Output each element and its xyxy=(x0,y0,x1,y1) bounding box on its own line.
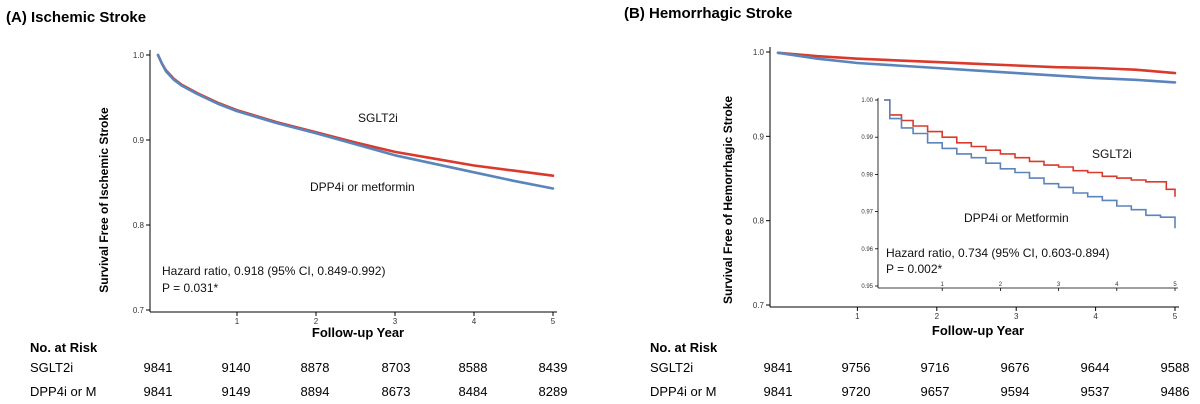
panel-a-y-axis-label: Survival Free of Ischemic Stroke xyxy=(97,107,111,293)
inset-series-label-sglt2i: SGLT2i xyxy=(1092,147,1132,161)
panel-b-risk-value: 9644 xyxy=(1081,360,1110,375)
panel-a-risk-value: 8289 xyxy=(539,384,568,399)
panel-b-risk-value: 9588 xyxy=(1161,360,1190,375)
inset-hazard-ratio: Hazard ratio, 0.734 (95% CI, 0.603-0.894… xyxy=(886,246,1109,260)
panel-b-risk-row-label: SGLT2i xyxy=(650,360,693,375)
panel-a-risk-value: 8894 xyxy=(301,384,330,399)
panel-b-title: (B) Hemorrhagic Stroke xyxy=(624,5,792,22)
panel-b-inset: 0.95 0.96 0.97 0.98 0.99 1.00 1 2 3 4 5 xyxy=(861,98,1178,291)
panel-a-risk-value: 8703 xyxy=(382,360,411,375)
panel-b-risk-value: 9537 xyxy=(1081,384,1110,399)
panel-a-risk-value: 8439 xyxy=(539,360,568,375)
panel-a-x-tick-label: 3 xyxy=(393,317,398,326)
panel-a-series-label-sglt2i: SGLT2i xyxy=(358,111,398,125)
panel-b-risk-row-label: DPP4i or M xyxy=(650,384,716,399)
panel-a-x-tick-label: 1 xyxy=(235,317,240,326)
panel-a-risk-row-label: DPP4i or M xyxy=(30,384,96,399)
inset-x-tick-label: 5 xyxy=(1173,282,1177,288)
panel-a-risk-value: 8484 xyxy=(459,384,488,399)
panel-a-risk-header: No. at Risk xyxy=(30,340,98,355)
panel-a-series-line-dpp4i xyxy=(156,53,555,190)
inset-series-line-sglt2i xyxy=(884,99,1176,197)
inset-y-tick-label: 1.00 xyxy=(861,98,873,104)
panel-a-y-tick-label: 1.0 xyxy=(133,51,145,60)
panel-b-hemorrhagic: (B) Hemorrhagic Stroke Survival Free of … xyxy=(624,5,1189,399)
panel-b-x-tick-label: 3 xyxy=(1014,312,1019,321)
panel-a-risk-value: 9841 xyxy=(144,384,173,399)
panel-b-y-axis-label: Survival Free of Hemorrhagic Stroke xyxy=(721,96,735,304)
inset-x-tick-label: 1 xyxy=(941,282,945,288)
panel-b-risk-value: 9756 xyxy=(842,360,871,375)
inset-series-line-dpp4i xyxy=(884,99,1176,229)
inset-y-tick-label: 0.99 xyxy=(861,135,873,141)
panel-b-risk-value: 9716 xyxy=(921,360,950,375)
panel-a-x-tick-label: 4 xyxy=(472,317,477,326)
panel-b-risk-value: 9841 xyxy=(764,360,793,375)
panel-b-series-line-sglt2i xyxy=(776,51,1177,75)
panel-b-series-line-dpp4i xyxy=(776,51,1177,84)
panel-a-title: (A) Ischemic Stroke xyxy=(6,9,146,26)
panel-b-y-tick-label: 1.0 xyxy=(753,48,765,57)
panel-a-x-tick-label: 5 xyxy=(551,317,556,326)
panel-b-risk-header: No. at Risk xyxy=(650,340,718,355)
inset-y-tick-label: 0.96 xyxy=(861,247,873,253)
panel-b-risk-value: 9676 xyxy=(1001,360,1030,375)
panel-a-y-tick-label: 0.9 xyxy=(133,136,145,145)
panel-a-risk-table: No. at Risk SGLT2i 9841 9140 8878 8703 8588 843… xyxy=(30,340,567,399)
panel-b-risk-value: 9841 xyxy=(764,384,793,399)
panel-b-risk-value: 9657 xyxy=(921,384,950,399)
panel-b-y-tick-label: 0.9 xyxy=(753,132,765,141)
panel-a-x-axis-label: Follow-up Year xyxy=(312,325,404,340)
panel-b-x-tick-label: 4 xyxy=(1093,312,1098,321)
panel-b-x-axis-label: Follow-up Year xyxy=(932,323,1024,338)
panel-a-y-tick-label: 0.8 xyxy=(133,221,145,230)
panel-b-risk-value: 9720 xyxy=(842,384,871,399)
panel-a-risk-value: 8673 xyxy=(382,384,411,399)
panel-a-y-tick-label: 0.7 xyxy=(133,306,145,315)
panel-b-x-tick-label: 5 xyxy=(1173,312,1178,321)
panel-b-risk-table: No. at Risk SGLT2i 9841 9756 9716 9676 9644 958… xyxy=(650,340,1189,399)
panel-a-series-label-dpp4i: DPP4i or metformin xyxy=(310,180,415,194)
inset-y-tick-label: 0.95 xyxy=(861,284,873,290)
panel-a-series-line-sglt2i xyxy=(156,53,555,177)
panel-a-series xyxy=(156,53,555,190)
panel-a-risk-value: 9140 xyxy=(222,360,251,375)
inset-x-tick-label: 3 xyxy=(1057,282,1061,288)
panel-a-risk-value: 9149 xyxy=(222,384,251,399)
panel-a-hazard-ratio: Hazard ratio, 0.918 (95% CI, 0.849-0.992… xyxy=(162,264,385,278)
panel-b-y-tick-label: 0.7 xyxy=(753,301,765,310)
panel-a-risk-value: 8878 xyxy=(301,360,330,375)
panel-b-x-tick-label: 1 xyxy=(855,312,860,321)
panel-a-x-tick-label: 2 xyxy=(314,317,319,326)
inset-series-label-dpp4i: DPP4i or Metformin xyxy=(964,211,1069,225)
inset-y-tick-label: 0.98 xyxy=(861,172,873,178)
panel-b-y-tick-label: 0.8 xyxy=(753,217,765,226)
inset-y-tick-label: 0.97 xyxy=(861,210,873,216)
inset-x-tick-label: 2 xyxy=(999,282,1003,288)
panel-a-p-value: P = 0.031* xyxy=(162,281,218,295)
panel-b-risk-value: 9486 xyxy=(1161,384,1190,399)
panel-a-risk-value: 9841 xyxy=(144,360,173,375)
panel-a-risk-value: 8588 xyxy=(459,360,488,375)
panel-b-risk-value: 9594 xyxy=(1001,384,1030,399)
inset-x-tick-label: 4 xyxy=(1115,282,1119,288)
panel-a-risk-row-label: SGLT2i xyxy=(30,360,73,375)
inset-p-value: P = 0.002* xyxy=(886,262,942,276)
panel-b-series xyxy=(776,51,1177,84)
panel-a-ischemic: (A) Ischemic Stroke Survival Free of Isc… xyxy=(6,9,567,399)
panel-b-axes: 0.7 0.8 0.9 1.0 1 2 3 4 5 xyxy=(753,47,1179,321)
panel-b-x-tick-label: 2 xyxy=(935,312,940,321)
panel-a-axes: 0.7 0.8 0.9 1.0 1 2 3 4 5 xyxy=(133,50,557,326)
